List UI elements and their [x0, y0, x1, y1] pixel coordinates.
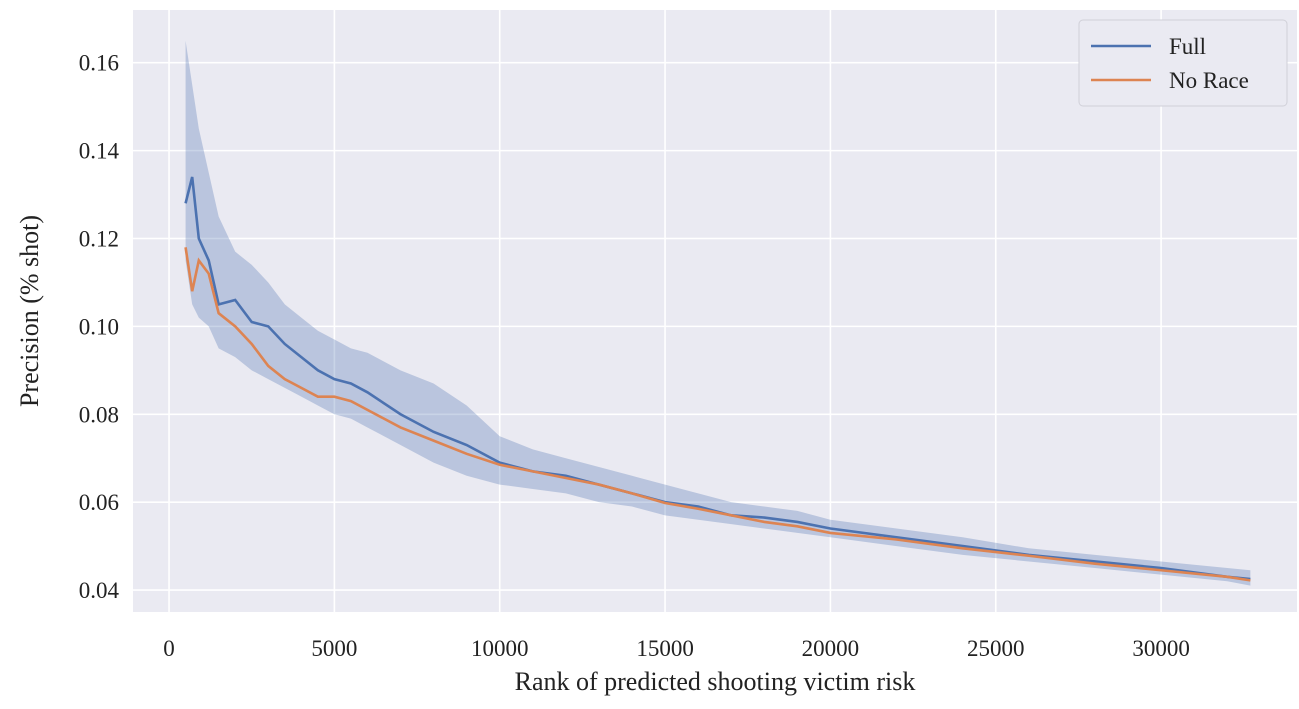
- y-axis-label: Precision (% shot): [15, 215, 44, 407]
- legend-label: Full: [1169, 34, 1206, 59]
- x-tick-label: 20000: [802, 636, 860, 661]
- x-tick-label: 5000: [311, 636, 357, 661]
- confidence-band: [185, 40, 1251, 586]
- y-tick-label: 0.08: [79, 402, 119, 427]
- y-tick-label: 0.06: [79, 490, 119, 515]
- y-tick-label: 0.10: [79, 314, 119, 339]
- y-tick-label: 0.12: [79, 226, 119, 251]
- legend-box: [1078, 19, 1288, 107]
- y-tick-label: 0.04: [79, 578, 120, 603]
- x-tick-label: 15000: [636, 636, 694, 661]
- x-tick-label: 25000: [967, 636, 1025, 661]
- x-tick-label: 10000: [471, 636, 529, 661]
- y-tick-label: 0.14: [79, 139, 120, 164]
- y-tick-label: 0.16: [79, 51, 119, 76]
- x-axis-label: Rank of predicted shooting victim risk: [515, 667, 916, 696]
- line: [184, 247, 1251, 582]
- x-tick-label: 30000: [1132, 636, 1190, 661]
- x-tick-label: 0: [163, 636, 175, 661]
- legend-label: No Race: [1169, 68, 1249, 93]
- line: [184, 176, 1251, 581]
